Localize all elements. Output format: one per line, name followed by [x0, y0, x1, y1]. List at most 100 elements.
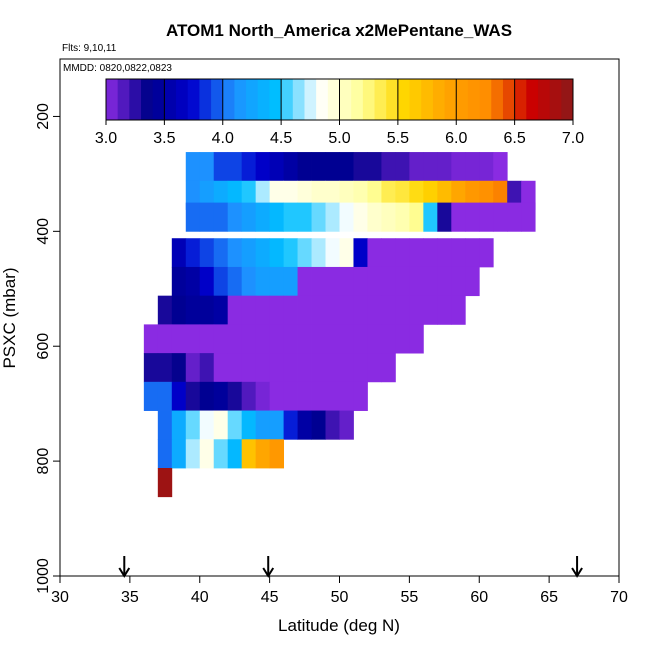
heatmap-cell: [423, 266, 438, 297]
heatmap-cell: [227, 324, 243, 354]
heatmap-cell: [227, 439, 243, 469]
heatmap-cell: [353, 381, 368, 411]
heatmap-cell: [269, 353, 285, 383]
heatmap-cell: [381, 202, 396, 232]
heatmap-cell: [269, 410, 285, 440]
x-tick-label: 65: [540, 589, 558, 606]
heatmap-cell: [213, 353, 229, 383]
heatmap-cell: [255, 238, 271, 268]
colorbar-segment: [117, 79, 130, 120]
colorbar-segment: [152, 79, 165, 120]
heatmap-cell: [479, 152, 494, 182]
heatmap-cell: [213, 266, 229, 297]
heatmap-cell: [297, 152, 312, 182]
heatmap-cell: [255, 439, 271, 469]
colorbar-segment: [164, 79, 177, 120]
colorbar-segment: [176, 79, 189, 120]
heatmap-cell: [255, 295, 271, 325]
heatmap-cell: [409, 238, 424, 268]
heatmap-cell: [185, 295, 201, 325]
heatmap-cell: [199, 410, 215, 440]
colorbar: [105, 78, 574, 121]
heatmap-cell: [199, 266, 215, 297]
heatmap-cell: [479, 238, 494, 268]
x-axis-label: Latitude (deg N): [278, 616, 400, 635]
colorbar-segment: [502, 79, 516, 120]
heatmap-cell: [143, 324, 159, 354]
dates-label: MMDD: 0820,0822,0823: [63, 63, 172, 74]
heatmap-cell: [311, 152, 326, 182]
heatmap-cell: [297, 381, 312, 411]
flights-label: Flts: 9,10,11: [62, 43, 117, 54]
heatmap-cell: [227, 381, 243, 411]
colorbar-segment: [526, 79, 539, 120]
heatmap-cell: [451, 238, 466, 268]
heatmap-cell: [367, 353, 382, 383]
heatmap-cell: [395, 152, 410, 182]
heatmap-cell: [213, 238, 229, 268]
heatmap-cell: [213, 202, 229, 232]
heatmap-cell: [423, 238, 438, 268]
heatmap-cell: [325, 152, 340, 182]
heatmap-cell: [157, 410, 173, 440]
colorbar-segment: [339, 79, 352, 120]
heatmap-cell: [227, 353, 243, 383]
heatmap-cell: [325, 381, 340, 411]
colorbar-tick-label: 6.5: [504, 130, 526, 147]
heatmap-cell: [423, 295, 438, 325]
x-tick-label: 50: [331, 589, 349, 606]
heatmap-cell: [283, 295, 298, 325]
heatmap-cell: [353, 266, 368, 297]
heatmap-cell: [311, 295, 326, 325]
colorbar-tick-label: 3.0: [95, 130, 117, 147]
colorbar-tick-label: 6.0: [445, 130, 467, 147]
heatmap-cell: [437, 202, 452, 232]
heatmap-cell: [381, 152, 396, 182]
heatmap-cell: [409, 202, 424, 232]
heatmap-cell: [339, 410, 354, 440]
heatmap-cell: [171, 439, 187, 469]
colorbar-segment: [374, 79, 387, 120]
heatmap-cell: [185, 353, 201, 383]
y-tick-label: 600: [35, 333, 52, 360]
heatmap-cell: [381, 266, 396, 297]
colorbar-tick-label: 5.0: [328, 130, 350, 147]
heatmap-cell: [353, 238, 368, 268]
heatmap-cell: [409, 266, 424, 297]
colorbar-segment: [246, 79, 259, 120]
heatmap-cell: [241, 439, 257, 469]
x-tick-label: 30: [51, 589, 69, 606]
heatmap-cell: [283, 410, 298, 440]
heatmap-cell: [381, 353, 396, 383]
heatmap-cell: [381, 295, 396, 325]
heatmap-cell: [171, 324, 187, 354]
heatmap-cell: [171, 238, 187, 268]
heatmap-cell: [255, 353, 271, 383]
heatmap-cell: [451, 266, 466, 297]
colorbar-segment: [304, 79, 317, 120]
heatmap-cell: [185, 202, 201, 232]
heatmap-cell: [185, 238, 201, 268]
colorbar-tick-label: 4.5: [270, 130, 292, 147]
colorbar-segment: [491, 79, 504, 120]
heatmap-cell: [395, 238, 410, 268]
heatmap-cell: [339, 353, 354, 383]
colorbar-segment: [397, 79, 411, 120]
heatmap-cell: [269, 439, 285, 469]
heatmap-cell: [157, 353, 173, 383]
heatmap-cell: [269, 238, 285, 268]
heatmap-cell: [269, 295, 285, 325]
heatmap-cell: [311, 410, 326, 440]
heatmap-cell: [395, 202, 410, 232]
heatmap-cell: [395, 266, 410, 297]
heatmap-cell: [185, 266, 201, 297]
heatmap-cell: [227, 202, 243, 232]
heatmap-cell: [465, 202, 480, 232]
chart-title: ATOM1 North_America x2MePentane_WAS: [166, 21, 512, 40]
heatmap-cell: [437, 295, 452, 325]
heatmap-cell: [185, 439, 201, 469]
heatmap-cell: [227, 295, 243, 325]
heatmap-cell: [381, 324, 396, 354]
heatmap-cell: [241, 381, 257, 411]
colorbar-segment: [327, 79, 340, 120]
